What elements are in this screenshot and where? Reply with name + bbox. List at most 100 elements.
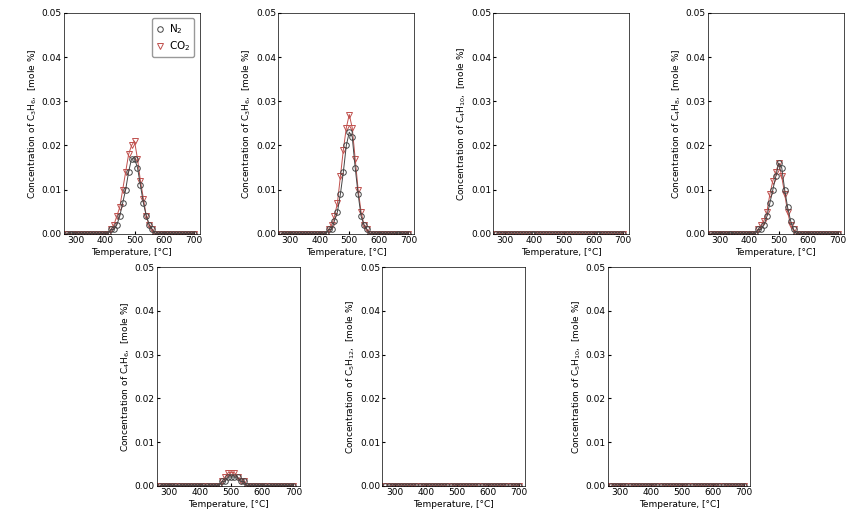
CO$_2$ bbox=[812, 231, 823, 237]
N$_2$ bbox=[279, 483, 289, 489]
N$_2$ bbox=[480, 483, 490, 489]
CO$_2$ bbox=[827, 231, 837, 237]
CO$_2$ bbox=[565, 231, 575, 237]
N$_2$ bbox=[118, 200, 128, 206]
N$_2$ bbox=[383, 483, 393, 489]
CO$_2$ bbox=[671, 483, 681, 489]
N$_2$ bbox=[297, 231, 307, 237]
N$_2$ bbox=[637, 483, 647, 489]
CO$_2$ bbox=[323, 226, 333, 232]
CO$_2$ bbox=[159, 231, 169, 237]
CO$_2$ bbox=[729, 231, 739, 237]
N$_2$ bbox=[491, 231, 501, 237]
N$_2$ bbox=[64, 231, 75, 237]
CO$_2$ bbox=[411, 483, 421, 489]
CO$_2$ bbox=[547, 231, 557, 237]
N$_2$ bbox=[693, 483, 703, 489]
N$_2$ bbox=[350, 164, 360, 171]
CO$_2$ bbox=[387, 483, 397, 489]
N$_2$ bbox=[288, 231, 298, 237]
Y-axis label: Concentration of C$_4$H$_{10}$,  [mole %]: Concentration of C$_4$H$_{10}$, [mole %] bbox=[455, 46, 468, 200]
N$_2$ bbox=[671, 483, 681, 489]
CO$_2$ bbox=[615, 231, 625, 237]
CO$_2$ bbox=[486, 483, 496, 489]
N$_2$ bbox=[606, 231, 616, 237]
N$_2$ bbox=[130, 156, 140, 162]
N$_2$ bbox=[505, 231, 516, 237]
N$_2$ bbox=[103, 231, 113, 237]
N$_2$ bbox=[371, 231, 381, 237]
N$_2$ bbox=[806, 231, 817, 237]
Line: N$_2$: N$_2$ bbox=[494, 231, 626, 236]
CO$_2$ bbox=[282, 483, 293, 489]
CO$_2$ bbox=[727, 483, 737, 489]
N$_2$ bbox=[711, 231, 722, 237]
N$_2$ bbox=[245, 483, 255, 489]
CO$_2$ bbox=[609, 231, 619, 237]
CO$_2$ bbox=[705, 483, 715, 489]
CO$_2$ bbox=[382, 231, 393, 237]
CO$_2$ bbox=[521, 231, 531, 237]
N$_2$ bbox=[306, 231, 316, 237]
N$_2$ bbox=[795, 231, 805, 237]
N$_2$ bbox=[711, 483, 722, 489]
CO$_2$ bbox=[445, 483, 455, 489]
N$_2$ bbox=[217, 478, 227, 484]
CO$_2$ bbox=[371, 231, 381, 237]
N$_2$ bbox=[396, 483, 406, 489]
CO$_2$ bbox=[142, 213, 152, 219]
N$_2$ bbox=[183, 483, 193, 489]
N$_2$ bbox=[374, 231, 384, 237]
CO$_2$ bbox=[126, 142, 137, 149]
N$_2$ bbox=[686, 483, 696, 489]
CO$_2$ bbox=[583, 231, 593, 237]
CO$_2$ bbox=[404, 231, 414, 237]
CO$_2$ bbox=[553, 231, 563, 237]
N$_2$ bbox=[421, 483, 431, 489]
N$_2$ bbox=[455, 483, 465, 489]
CO$_2$ bbox=[767, 178, 778, 184]
N$_2$ bbox=[624, 483, 634, 489]
CO$_2$ bbox=[176, 483, 187, 489]
CO$_2$ bbox=[443, 483, 453, 489]
N$_2$ bbox=[165, 231, 175, 237]
CO$_2$ bbox=[797, 231, 807, 237]
N$_2$ bbox=[303, 231, 313, 237]
N$_2$ bbox=[715, 231, 725, 237]
N$_2$ bbox=[783, 204, 793, 210]
N$_2$ bbox=[492, 483, 502, 489]
CO$_2$ bbox=[232, 474, 243, 480]
CO$_2$ bbox=[192, 483, 203, 489]
N$_2$ bbox=[229, 474, 239, 480]
N$_2$ bbox=[733, 483, 743, 489]
N$_2$ bbox=[365, 231, 375, 237]
N$_2$ bbox=[362, 226, 372, 232]
N$_2$ bbox=[67, 231, 77, 237]
Line: CO$_2$: CO$_2$ bbox=[708, 160, 840, 236]
CO$_2$ bbox=[550, 231, 561, 237]
N$_2$ bbox=[695, 483, 706, 489]
N$_2$ bbox=[161, 483, 171, 489]
N$_2$ bbox=[326, 226, 337, 232]
N$_2$ bbox=[388, 231, 399, 237]
CO$_2$ bbox=[138, 195, 148, 201]
N$_2$ bbox=[399, 483, 409, 489]
CO$_2$ bbox=[678, 483, 688, 489]
N$_2$ bbox=[591, 231, 601, 237]
CO$_2$ bbox=[467, 483, 477, 489]
N$_2$ bbox=[527, 231, 537, 237]
CO$_2$ bbox=[186, 483, 196, 489]
N$_2$ bbox=[61, 231, 71, 237]
CO$_2$ bbox=[368, 231, 378, 237]
CO$_2$ bbox=[568, 231, 578, 237]
N$_2$ bbox=[248, 483, 258, 489]
N$_2$ bbox=[612, 483, 622, 489]
CO$_2$ bbox=[155, 483, 165, 489]
N$_2$ bbox=[785, 217, 795, 224]
CO$_2$ bbox=[214, 483, 224, 489]
N$_2$ bbox=[415, 483, 425, 489]
CO$_2$ bbox=[321, 231, 331, 237]
CO$_2$ bbox=[276, 231, 287, 237]
N$_2$ bbox=[612, 231, 622, 237]
Line: N$_2$: N$_2$ bbox=[64, 156, 197, 236]
